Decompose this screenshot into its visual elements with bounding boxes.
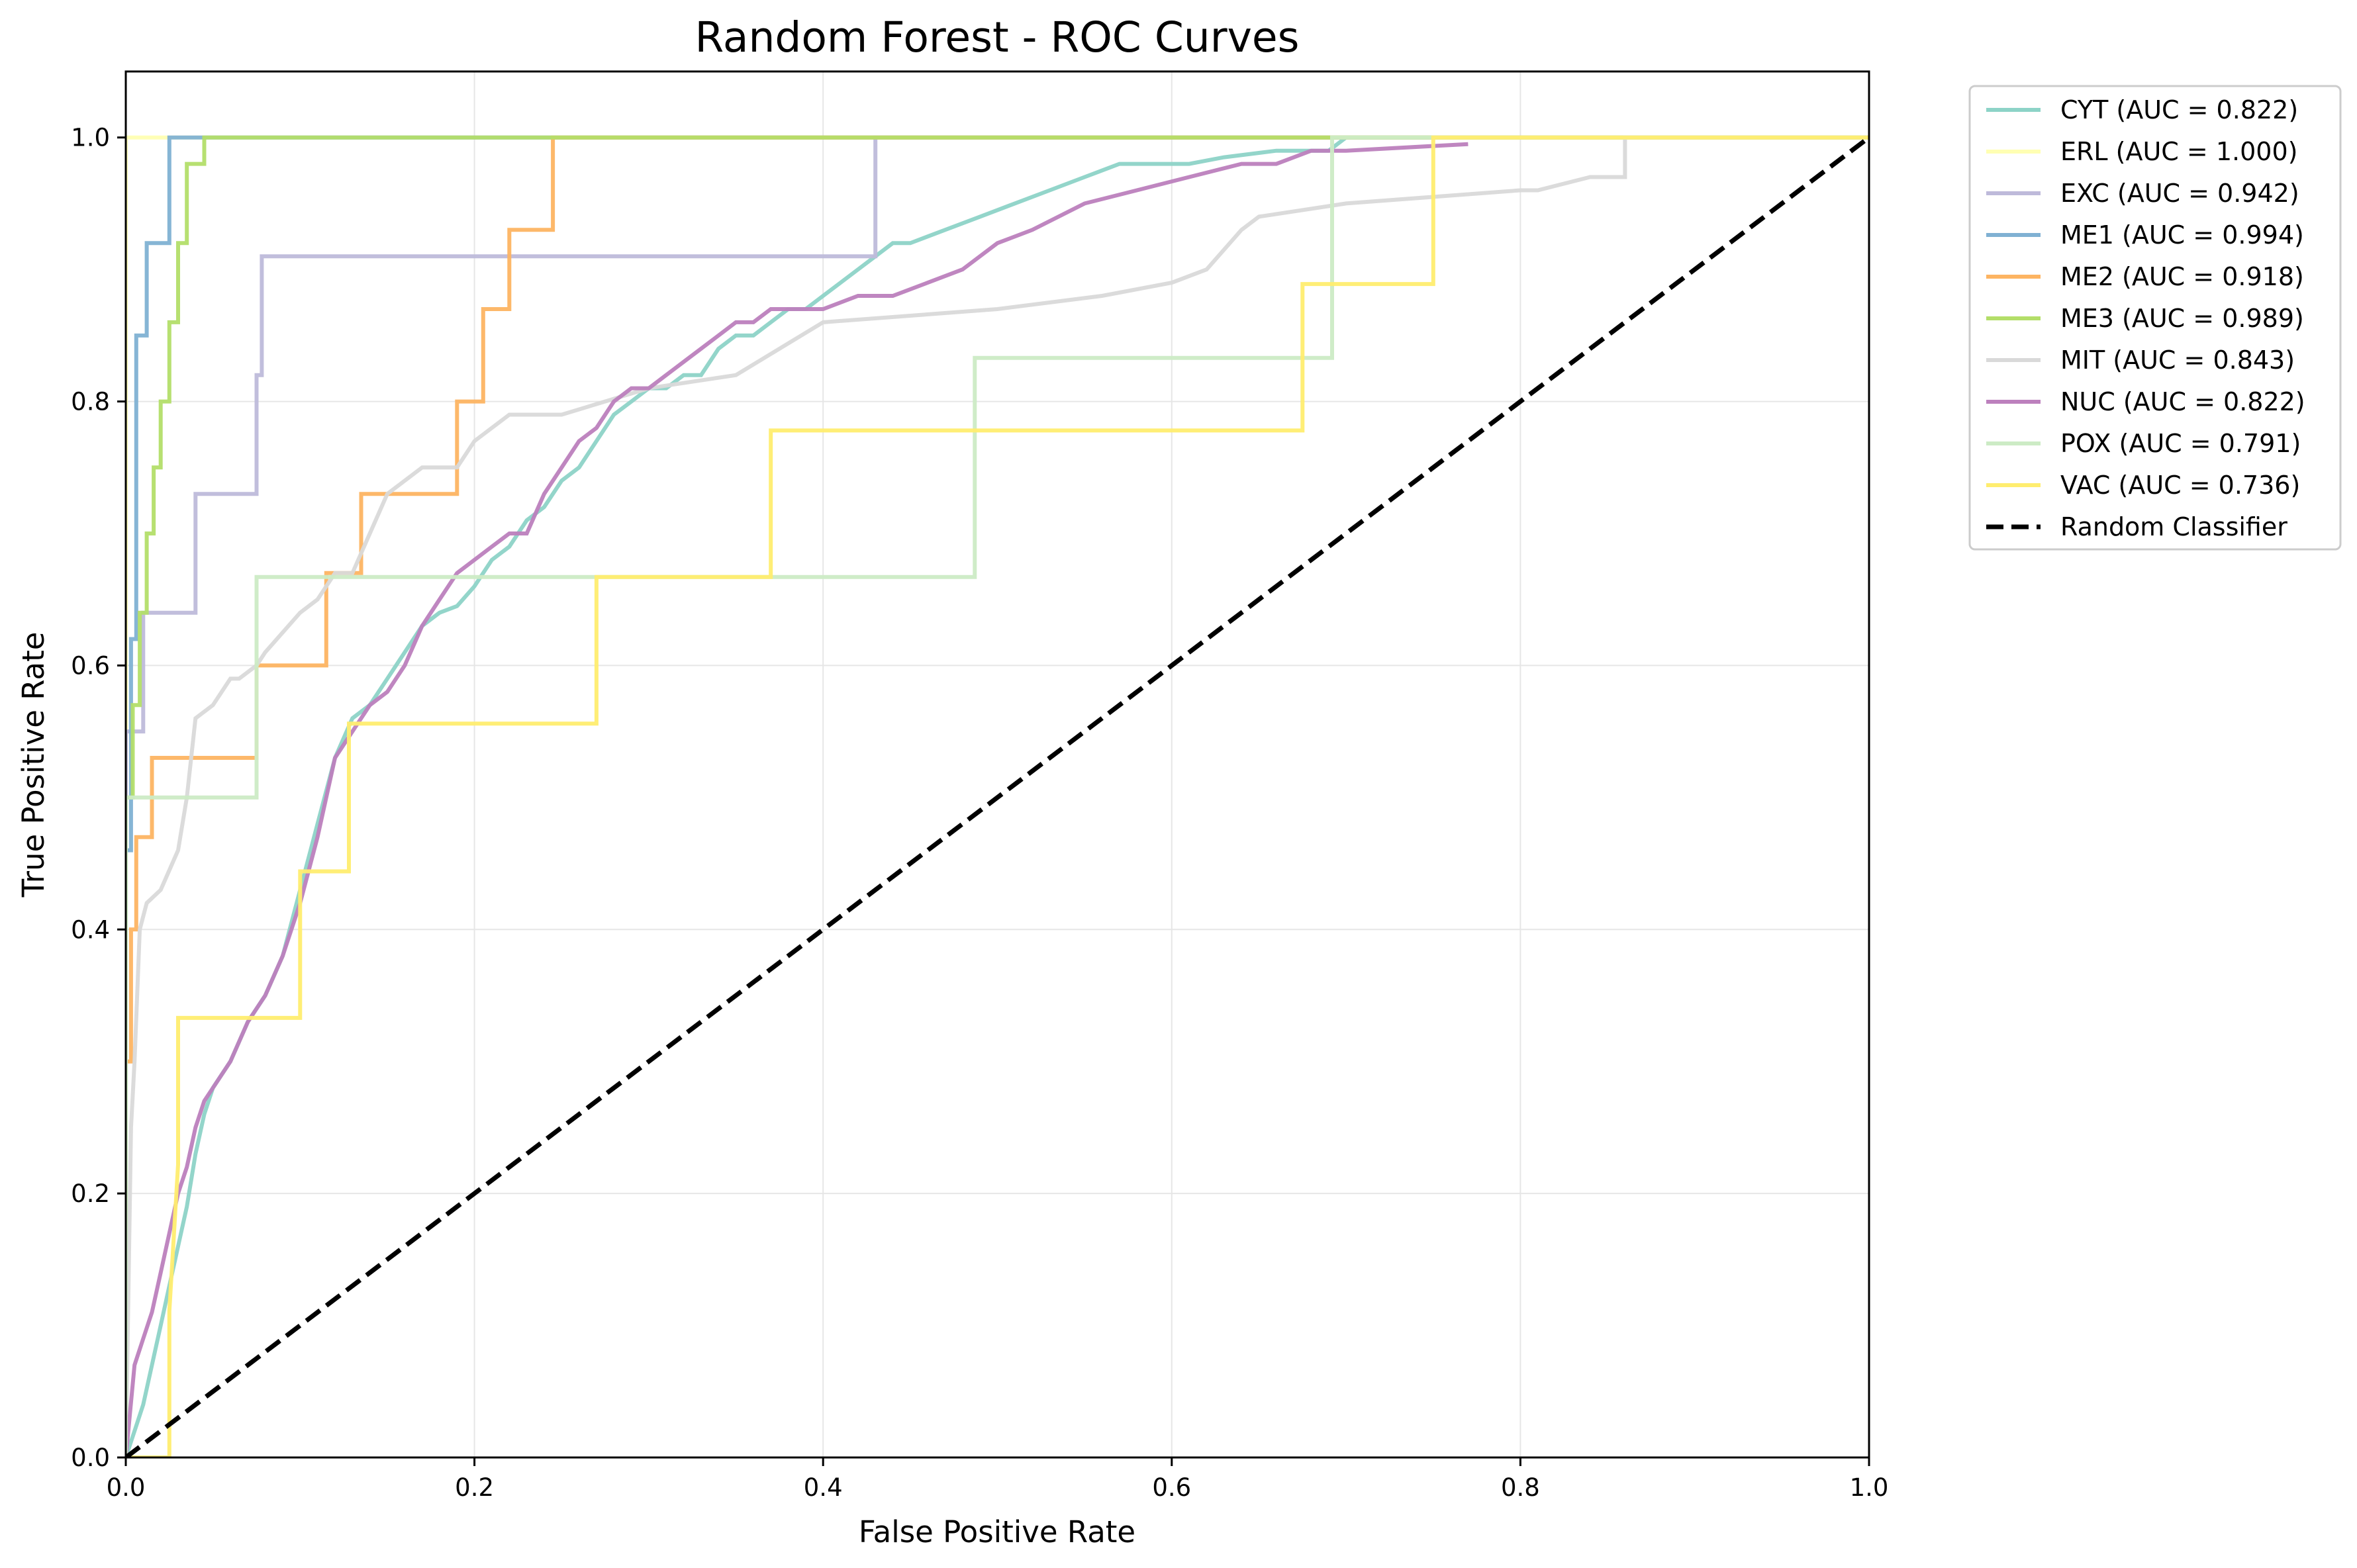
legend-entry-erl: ERL (AUC = 1.000) — [2060, 137, 2297, 166]
series-line-me2 — [126, 135, 1869, 1457]
series-line-pox — [126, 135, 1869, 1457]
y-tick-label: 0.8 — [71, 388, 110, 416]
legend-entry-mit: MIT (AUC = 0.843) — [2060, 346, 2295, 375]
x-axis-label: False Positive Rate — [859, 1514, 1135, 1549]
plot-frame — [124, 70, 1870, 1459]
y-axis-label: True Positive Rate — [16, 632, 51, 898]
x-tick-label: 0.0 — [107, 1473, 146, 1502]
legend-entry-vac: VAC (AUC = 0.736) — [2060, 471, 2300, 500]
x-tick-label: 0.8 — [1501, 1473, 1540, 1502]
series-layer — [126, 135, 1869, 1457]
series-line-nuc — [126, 142, 1468, 1457]
legend-entry-me3: ME3 (AUC = 0.989) — [2060, 304, 2304, 333]
y-tick-label: 0.6 — [71, 651, 110, 680]
y-tick-label: 0.2 — [71, 1179, 110, 1208]
y-tick-label: 0.0 — [71, 1444, 110, 1472]
series-line-me1 — [126, 135, 1869, 1457]
legend-entry-me1: ME1 (AUC = 0.994) — [2060, 220, 2304, 250]
grid-lines — [125, 71, 1870, 1458]
series-line-random — [126, 135, 1869, 1457]
x-axis-ticks: 0.0 0.2 0.4 0.6 0.8 1.0 — [107, 1457, 1889, 1502]
legend-entry-cyt: CYT (AUC = 0.822) — [2060, 95, 2298, 124]
legend: CYT (AUC = 0.822) ERL (AUC = 1.000) EXC (A… — [1968, 85, 2342, 551]
legend-entry-nuc: NUC (AUC = 0.822) — [2060, 387, 2305, 416]
series-line-mit — [126, 135, 1869, 1457]
legend-box — [1968, 85, 2342, 551]
y-tick-label: 0.4 — [71, 915, 110, 944]
legend-entry-exc: EXC (AUC = 0.942) — [2060, 179, 2299, 208]
x-tick-label: 0.4 — [804, 1473, 843, 1502]
y-tick-label: 1.0 — [71, 124, 110, 152]
series-line-me3 — [126, 135, 1869, 1457]
legend-entry-pox: POX (AUC = 0.791) — [2060, 429, 2301, 458]
chart-title: Random Forest - ROC Curves — [695, 13, 1299, 62]
x-tick-label: 0.6 — [1152, 1473, 1191, 1502]
legend-entry-random: Random Classifier — [2060, 512, 2287, 541]
legend-entry-me2: ME2 (AUC = 0.918) — [2060, 262, 2304, 291]
x-tick-label: 0.2 — [455, 1473, 494, 1502]
y-axis-ticks: 0.0 0.2 0.4 0.6 0.8 1.0 — [71, 124, 126, 1472]
series-line-exc — [126, 135, 1869, 1457]
series-line-vac — [126, 135, 1869, 1457]
x-tick-label: 1.0 — [1850, 1473, 1889, 1502]
